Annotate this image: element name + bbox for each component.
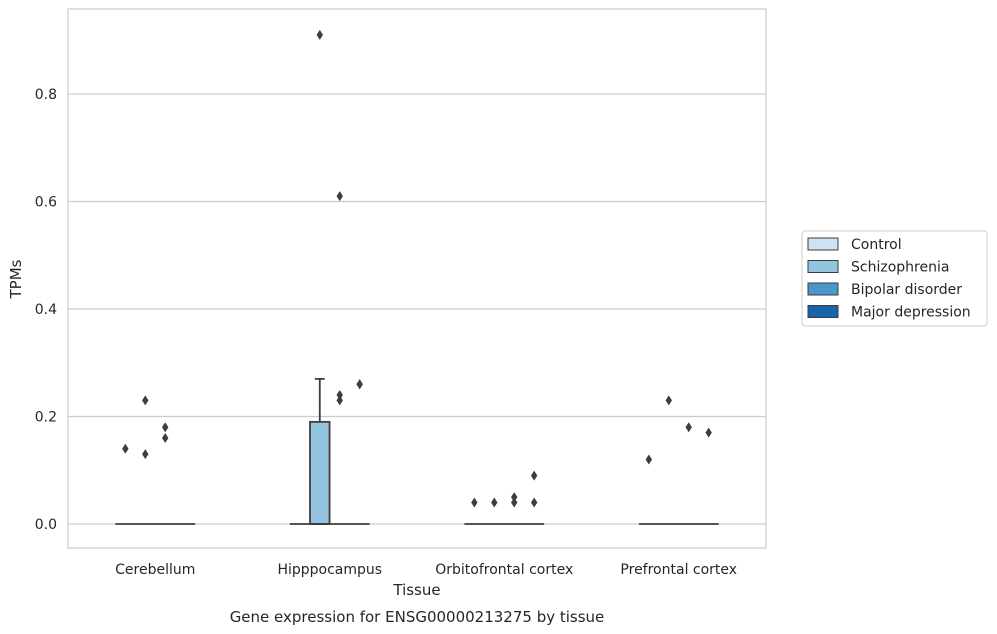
x-tick-label: Cerebellum [115, 562, 195, 578]
y-gridlines [68, 93, 766, 525]
outlier-point [705, 427, 712, 438]
outlier-points [122, 29, 712, 508]
outlier-point [142, 395, 149, 406]
box-group [115, 377, 719, 525]
legend-frame [801, 230, 988, 327]
x-tick-label: Prefrontal cortex [620, 562, 737, 578]
legend-swatch [807, 260, 839, 273]
legend-swatch [807, 305, 839, 318]
x-axis-label: Tissue [392, 581, 440, 599]
y-tick-label: 0.2 [35, 410, 57, 426]
legend-label: Major depression [851, 305, 971, 321]
legend-label: Bipolar disorder [851, 282, 962, 298]
y-axis-label: TPMs [7, 259, 25, 299]
outlier-point [511, 492, 518, 503]
legend-swatch [807, 282, 839, 296]
outlier-point [336, 395, 343, 406]
outlier-point [356, 379, 363, 390]
outlier-point [316, 29, 323, 40]
outlier-point [162, 433, 169, 443]
plot-area-frame [67, 8, 767, 549]
outlier-point [162, 422, 169, 433]
y-tick-label: 0.4 [35, 302, 57, 318]
legend-label: Control [851, 237, 902, 253]
outlier-point [530, 497, 538, 508]
x-tick-labels: Cerebellum Hipppocampus Orbitofrontal cort… [115, 562, 737, 578]
y-tick-label: 0.0 [35, 517, 57, 533]
outlier-point [530, 470, 538, 481]
y-tick-labels: 0.0 0.2 0.4 0.6 0.8 [35, 87, 57, 533]
outlier-point [336, 390, 343, 400]
outlier-point [471, 497, 478, 508]
outlier-point [511, 497, 518, 508]
outlier-point [685, 422, 692, 433]
legend-swatch [807, 237, 839, 251]
outlier-point [142, 449, 149, 460]
y-tick-label: 0.6 [35, 195, 57, 211]
x-tick-label: Hipppocampus [277, 562, 382, 578]
x-tick-label: Orbitofrontal cortex [435, 562, 573, 578]
box-hipppocampus [309, 420, 331, 525]
outlier-point [491, 497, 498, 508]
legend: Control Schizophrenia Bipolar disorder Majo… [801, 230, 988, 327]
chart-caption: Gene expression for ENSG00000213275 by t… [230, 608, 605, 626]
outlier-point [336, 191, 343, 202]
outlier-point [645, 454, 653, 465]
y-tick-label: 0.8 [35, 87, 57, 103]
legend-label: Schizophrenia [851, 260, 949, 276]
outlier-point [122, 443, 129, 454]
outlier-point [665, 395, 672, 406]
